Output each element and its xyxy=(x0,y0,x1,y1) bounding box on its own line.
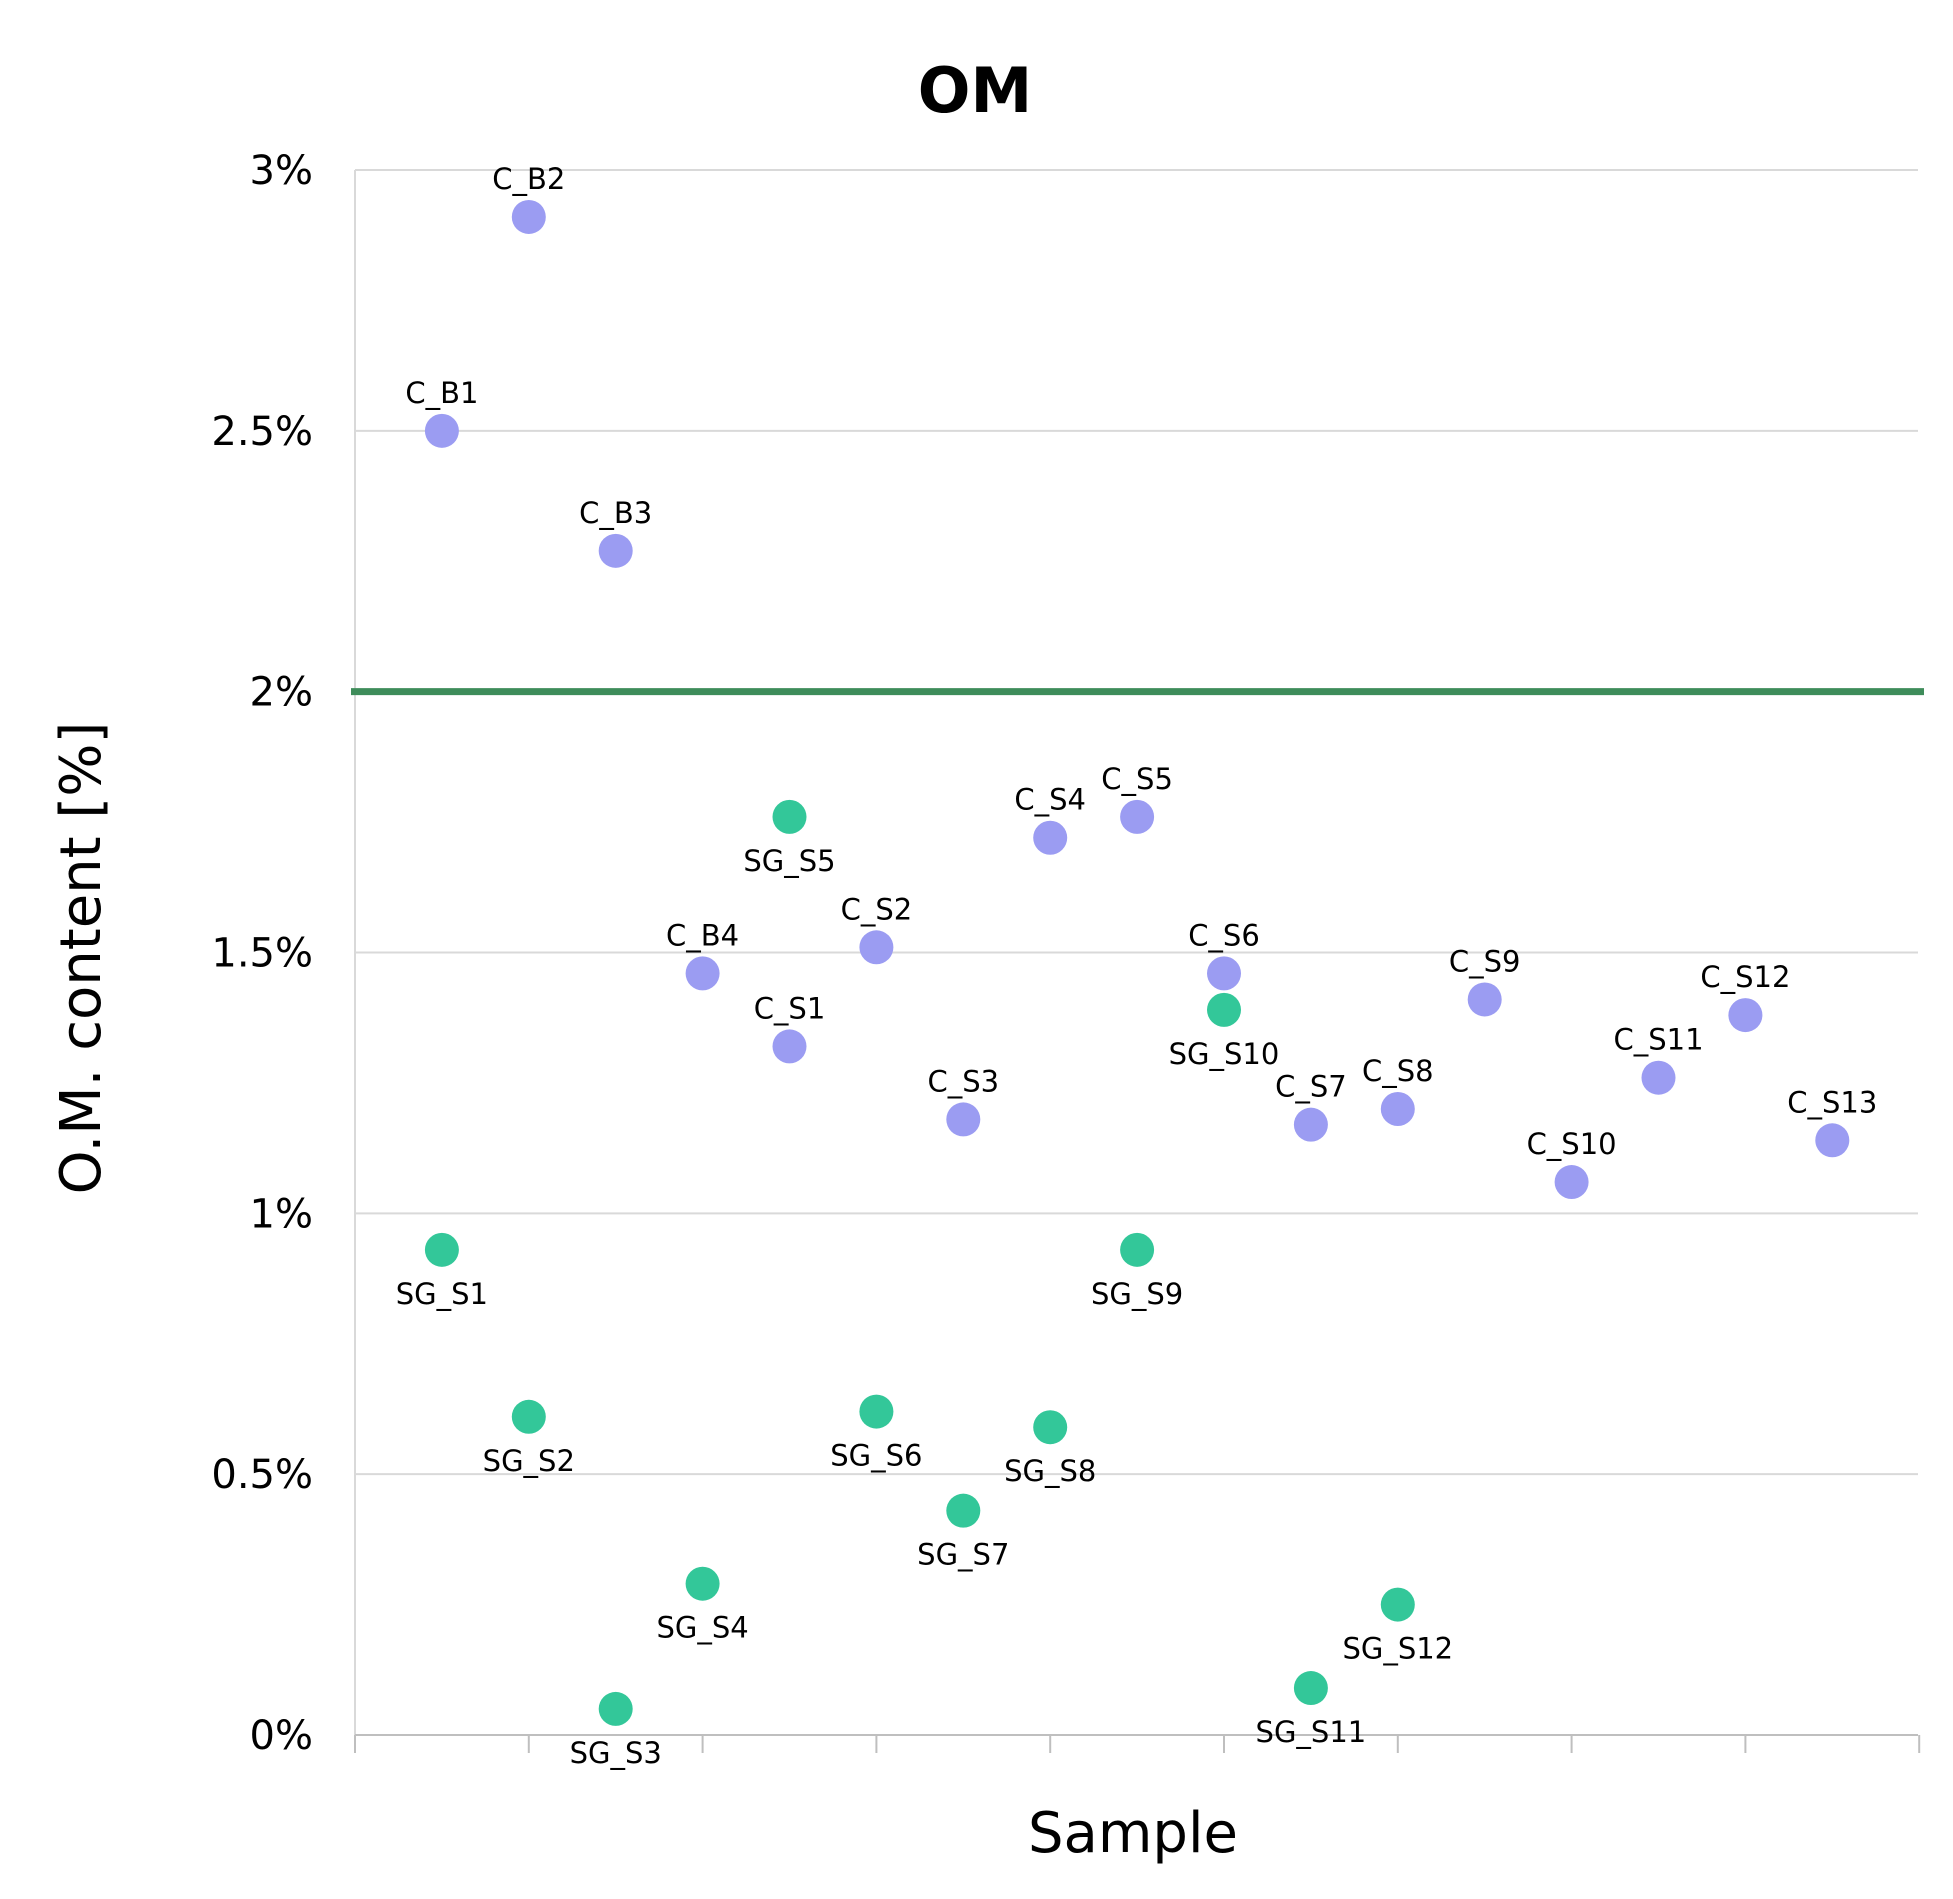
data-label: C_B3 xyxy=(579,496,652,530)
data-point-c-b2 xyxy=(511,199,546,234)
data-point-sg-s12 xyxy=(1380,1587,1415,1622)
data-label: C_S7 xyxy=(1275,1070,1347,1104)
data-label: C_S10 xyxy=(1527,1127,1617,1161)
data-point-sg-s4 xyxy=(685,1566,720,1601)
data-label: SG_S4 xyxy=(656,1611,748,1645)
data-point-c-b1 xyxy=(424,413,459,448)
data-point-sg-s8 xyxy=(1033,1410,1068,1445)
data-point-c-s11 xyxy=(1641,1060,1676,1095)
data-point-sg-s9 xyxy=(1120,1232,1155,1267)
data-label: C_S13 xyxy=(1787,1085,1877,1119)
data-label: C_S8 xyxy=(1362,1054,1434,1088)
y-tick-label: 0% xyxy=(250,1713,313,1759)
y-axis-label: O.M. content [%] xyxy=(49,722,114,1195)
data-points xyxy=(424,199,1850,1726)
data-point-c-s7 xyxy=(1293,1107,1328,1142)
data-point-c-s9 xyxy=(1467,982,1502,1017)
data-label: SG_S3 xyxy=(570,1736,662,1770)
data-label: C_B4 xyxy=(666,918,739,952)
data-point-sg-s10 xyxy=(1207,992,1241,1027)
data-label: SG_S6 xyxy=(830,1439,922,1473)
y-tick-label: 2.5% xyxy=(211,409,313,455)
data-label: SG_S8 xyxy=(1004,1454,1096,1488)
data-point-sg-s6 xyxy=(859,1394,894,1429)
data-point-sg-s2 xyxy=(511,1399,546,1434)
data-label: SG_S9 xyxy=(1091,1277,1183,1311)
data-point-c-b4 xyxy=(685,956,720,991)
y-tick-label: 1.5% xyxy=(211,931,313,977)
data-label: C_S9 xyxy=(1449,944,1521,978)
data-label: SG_S7 xyxy=(917,1538,1009,1572)
data-point-c-s6 xyxy=(1207,956,1241,991)
y-tick-label: 2% xyxy=(250,670,313,716)
data-point-sg-s5 xyxy=(772,799,807,834)
y-tick-label: 0.5% xyxy=(211,1452,313,1498)
data-label: SG_S1 xyxy=(396,1277,488,1311)
data-label: C_B1 xyxy=(405,376,478,410)
data-point-c-s2 xyxy=(859,930,894,965)
data-label: C_B2 xyxy=(492,162,565,196)
data-label: C_S11 xyxy=(1613,1023,1703,1057)
data-label: C_S5 xyxy=(1101,762,1173,796)
data-label: C_S2 xyxy=(841,892,913,926)
data-point-c-s10 xyxy=(1554,1165,1589,1200)
data-label: SG_S10 xyxy=(1169,1037,1280,1071)
y-tick-label: 3% xyxy=(250,148,313,194)
chart-title: OM xyxy=(918,54,1032,127)
data-label: C_S12 xyxy=(1700,960,1790,994)
data-point-c-s4 xyxy=(1033,820,1068,855)
data-label: C_S6 xyxy=(1188,918,1260,952)
axes: 0% 0.5% 1% 1.5% 2% 2.5% 3% xyxy=(211,148,1921,1759)
data-point-c-b3 xyxy=(598,533,633,568)
data-point-c-s8 xyxy=(1380,1092,1415,1126)
data-label: SG_S5 xyxy=(743,844,835,878)
data-label: SG_S12 xyxy=(1342,1632,1453,1666)
data-point-sg-s1 xyxy=(424,1232,459,1267)
data-point-sg-s7 xyxy=(946,1493,981,1528)
x-axis-label: Sample xyxy=(1028,1801,1238,1866)
gridlines xyxy=(355,169,1918,1736)
data-label: SG_S11 xyxy=(1256,1715,1367,1749)
data-label: C_S1 xyxy=(754,991,826,1025)
data-label: C_S4 xyxy=(1014,783,1086,817)
data-point-sg-s3 xyxy=(598,1691,633,1726)
data-point-c-s1 xyxy=(772,1029,807,1064)
data-point-c-s12 xyxy=(1728,998,1763,1033)
data-point-c-s13 xyxy=(1815,1123,1850,1158)
data-point-c-s5 xyxy=(1120,799,1155,834)
data-point-sg-s11 xyxy=(1293,1671,1328,1706)
y-tick-label: 1% xyxy=(250,1191,313,1237)
data-point-c-s3 xyxy=(946,1102,981,1137)
data-labels: C_B1 C_B2 C_B3 C_B4 C_S1 C_S2 C_S3 C_S4 C_S5 C_S6… xyxy=(396,162,1878,1770)
data-label: SG_S2 xyxy=(483,1444,575,1478)
data-label: C_S3 xyxy=(927,1064,999,1098)
